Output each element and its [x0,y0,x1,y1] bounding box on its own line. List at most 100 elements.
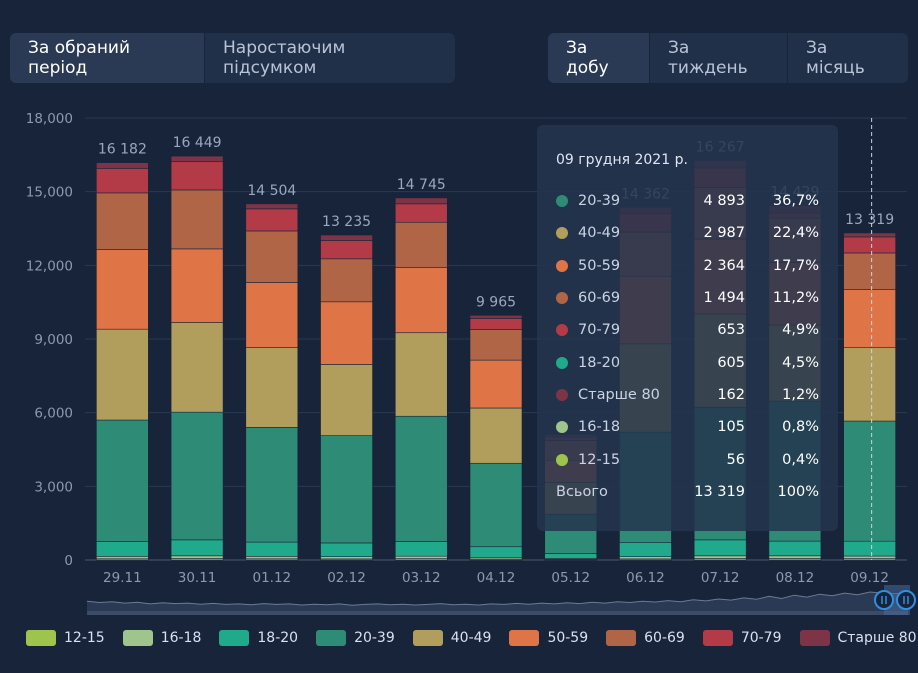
bar-segment[interactable] [843,232,896,238]
bar-segment[interactable] [320,301,373,365]
tooltip-series-name: 12-15 [578,451,621,468]
bar-segment[interactable] [96,556,149,560]
tooltip-total-count: 13 319 [694,483,745,500]
bar-segment[interactable] [320,435,373,544]
bar-segment[interactable] [245,541,299,557]
bar-segment[interactable] [469,407,523,464]
legend-item[interactable]: 40-49 [412,630,491,646]
legend-item[interactable]: Старше 80 [799,630,917,646]
bar-segment[interactable] [469,315,523,319]
bar-segment[interactable] [96,419,149,542]
y-tick-label: 0 [64,553,73,569]
bar-segment[interactable] [394,267,448,334]
bar-segment[interactable] [96,192,149,250]
bar-segment[interactable] [245,203,299,210]
navigator-handle-icon[interactable] [896,590,916,610]
bar-segment[interactable] [394,332,448,417]
bar-segment[interactable] [245,282,299,348]
bar-segment[interactable] [170,539,224,557]
legend-item[interactable]: 50-59 [509,630,588,646]
tab-selected-period[interactable]: За обраний період [10,33,204,83]
bar-segment[interactable] [394,541,448,557]
bar-segment[interactable] [320,258,373,303]
bar-segment[interactable] [693,555,747,559]
bar-segment[interactable] [394,197,448,205]
bar-segment[interactable] [469,546,523,558]
tooltip-series-name: 16-18 [578,419,621,436]
tab-per-day[interactable]: За добу [548,33,649,83]
legend-item[interactable]: 18-20 [219,630,298,646]
bar-segment[interactable] [96,541,149,557]
navigator-handle-icon[interactable] [874,590,894,610]
y-tick-label: 3,000 [34,479,73,495]
bar-segment[interactable] [544,553,598,559]
tooltip-series-count: 2 364 [703,257,745,274]
legend-item[interactable]: 12-15 [26,630,105,646]
tooltip-series-count: 4 893 [703,193,745,210]
bar-segment[interactable] [96,168,149,194]
bar-segment[interactable] [394,203,448,223]
bar-segment[interactable] [320,240,373,260]
tooltip-series-pct: 0,4% [782,451,819,468]
bar-segment[interactable] [469,462,523,548]
bar-segment[interactable] [619,542,672,557]
bar-segment[interactable] [170,155,224,163]
x-tick-label: 02.12 [327,570,366,586]
legend-item[interactable]: 16-18 [122,630,201,646]
tooltip-row: 20-39 4 893 36,7% [556,185,820,217]
bar-segment[interactable] [170,555,224,559]
bar-segment[interactable] [320,542,373,557]
bar-total-label: 16 449 [173,135,222,151]
bar-segment[interactable] [843,236,896,254]
bar-segment[interactable] [245,427,299,543]
bar-segment[interactable] [170,322,224,413]
bar-segment[interactable] [320,556,373,560]
series-dot-icon [556,421,568,434]
bar-segment[interactable] [843,252,896,290]
bar-segment[interactable] [843,347,896,422]
bar-segment[interactable] [96,162,149,169]
bar-segment[interactable] [394,221,448,268]
bar-segment[interactable] [469,329,523,361]
bar-segment[interactable] [469,359,523,409]
bar-segment[interactable] [394,415,448,542]
bar-segment[interactable] [843,420,896,542]
legend-label: 12-15 [64,630,105,646]
bar-segment[interactable] [469,318,523,330]
bar-segment[interactable] [768,555,822,559]
tab-per-month[interactable]: За місяць [787,33,908,83]
tooltip-series-count: 2 987 [703,225,745,242]
series-dot-icon [556,356,568,369]
bar-segment[interactable] [170,248,224,323]
bar-segment[interactable] [245,230,299,283]
bar-segment[interactable] [843,540,896,557]
legend-item[interactable]: 60-69 [606,630,685,646]
tooltip-series-count: 653 [717,322,745,339]
bar-segment[interactable] [843,289,896,348]
bar-segment[interactable] [320,364,373,436]
bar-segment[interactable] [320,234,373,241]
bar-segment[interactable] [768,540,822,557]
legend-swatch-icon [316,630,347,646]
y-tick-label: 18,000 [26,111,73,127]
legend-swatch-icon [219,630,250,646]
bar-total-label: 13 319 [845,212,894,228]
bar-segment[interactable] [619,556,672,560]
legend-item[interactable]: 20-39 [316,630,395,646]
bar-segment[interactable] [245,556,299,560]
bar-segment[interactable] [843,555,896,559]
tab-cumulative[interactable]: Наростаючим підсумком [204,33,455,83]
bar-segment[interactable] [693,539,747,557]
bar-segment[interactable] [96,328,149,421]
navigator-scrollbar[interactable] [87,611,908,615]
bar-segment[interactable] [245,208,299,232]
bar-segment[interactable] [245,347,299,428]
legend-swatch-icon [606,630,637,646]
bar-segment[interactable] [394,555,448,559]
bar-segment[interactable] [170,411,224,541]
bar-segment[interactable] [170,161,224,191]
tab-per-week[interactable]: За тиждень [649,33,787,83]
bar-segment[interactable] [170,189,224,250]
legend-item[interactable]: 70-79 [702,630,782,646]
bar-segment[interactable] [96,249,149,330]
